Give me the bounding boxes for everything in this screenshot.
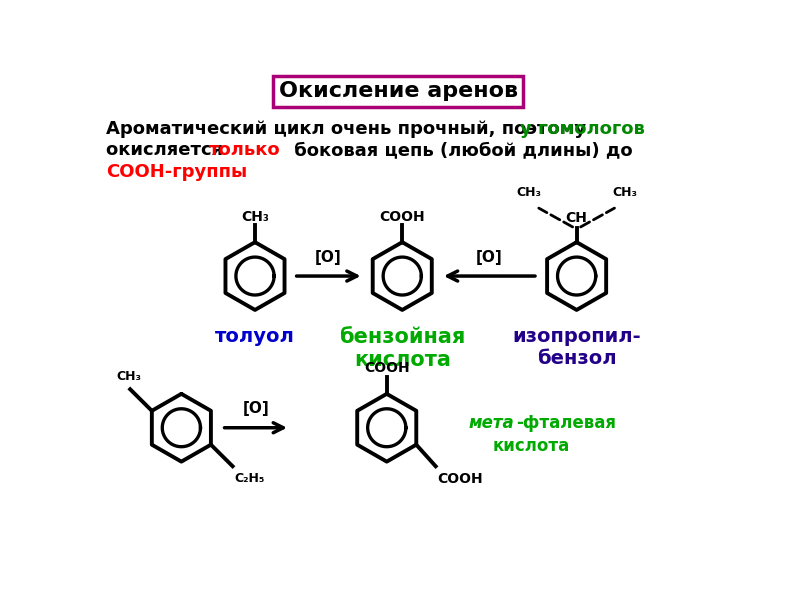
Text: COOH: COOH [438, 472, 483, 485]
Text: C₂H₅: C₂H₅ [234, 472, 265, 485]
Text: Ароматический цикл очень прочный, поэтому: Ароматический цикл очень прочный, поэтом… [106, 120, 593, 138]
Text: COOH: COOH [379, 209, 425, 224]
Text: [O]: [O] [315, 250, 342, 265]
Text: изопропил-
бензол: изопропил- бензол [512, 327, 641, 368]
Text: толуол: толуол [215, 327, 295, 346]
Text: CH₃: CH₃ [116, 370, 141, 383]
Text: [O]: [O] [476, 250, 503, 265]
Text: у гомологов: у гомологов [520, 120, 645, 138]
Text: бензойная
кислота: бензойная кислота [339, 327, 466, 370]
Text: COOH: COOH [364, 361, 410, 376]
Text: боковая цепь (любой длины) до: боковая цепь (любой длины) до [287, 141, 632, 159]
Text: кислота: кислота [492, 437, 570, 455]
Text: Окисление аренов: Окисление аренов [279, 81, 518, 101]
Text: CH₃: CH₃ [516, 186, 541, 199]
Text: мета: мета [468, 414, 514, 432]
Text: [O]: [O] [242, 401, 269, 416]
Text: CH₃: CH₃ [612, 186, 637, 199]
Text: только: только [209, 141, 280, 159]
Text: -фталевая: -фталевая [516, 414, 616, 432]
Text: СООН-группы: СООН-группы [106, 163, 247, 181]
Text: CH₃: CH₃ [241, 209, 269, 224]
Text: CH: CH [566, 211, 587, 225]
Text: окисляется: окисляется [106, 141, 230, 159]
